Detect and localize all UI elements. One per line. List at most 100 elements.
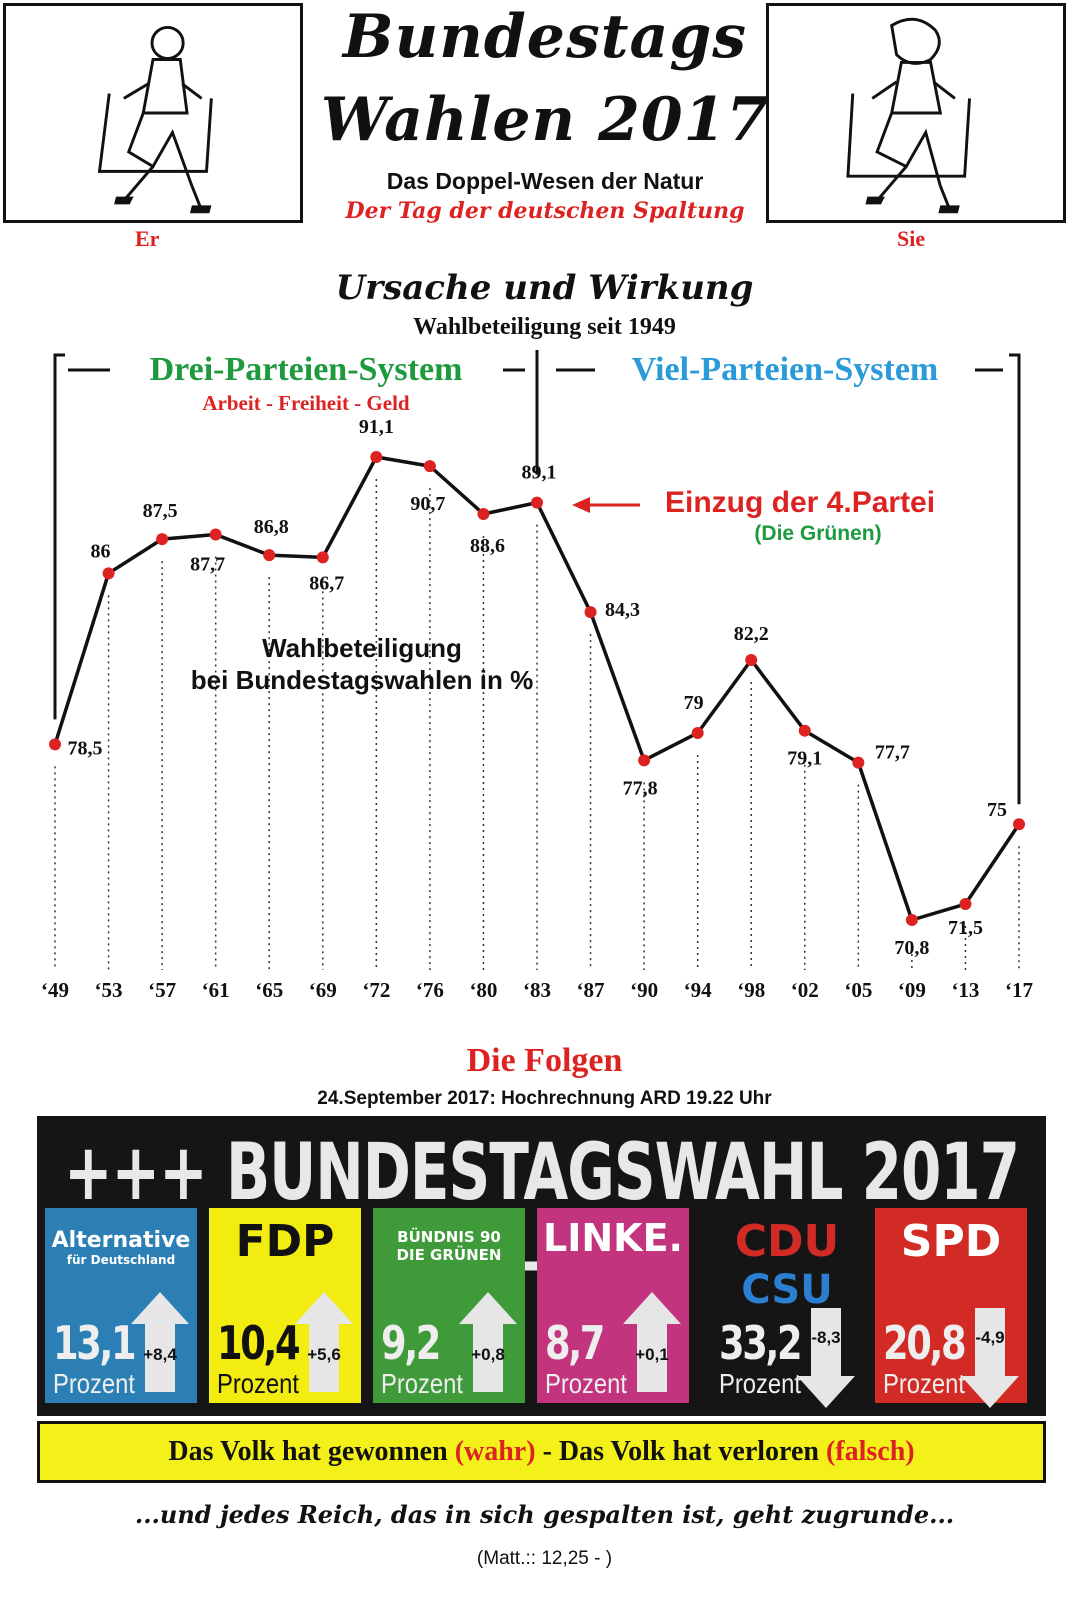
data-label: 88,6 (470, 535, 505, 557)
party-percent: 33,2 (719, 1316, 803, 1370)
data-point (691, 726, 704, 739)
party-card: FDP +5,6 10,4 Prozent (209, 1208, 361, 1403)
party-unit: Prozent (381, 1368, 464, 1399)
party-subname: DIE GRÜNEN (396, 1246, 502, 1264)
x-tick-label: ‘90 (630, 978, 658, 1002)
period-left-label: Drei-Parteien-System (150, 351, 463, 388)
data-label: 77,7 (875, 742, 910, 764)
x-tick-label: ‘98 (737, 978, 765, 1002)
party-logo: BÜNDNIS 90 DIE GRÜNEN (373, 1216, 525, 1296)
x-tick-label: ‘02 (791, 978, 819, 1002)
data-point (852, 756, 865, 769)
ylabel-line2: bei Bundestagswahlen in % (191, 665, 533, 695)
party-card: Alternative für Deutschland +8,4 13,1 Prozen… (45, 1208, 197, 1403)
x-tick-label: ‘87 (577, 978, 605, 1002)
x-tick-label: ‘80 (469, 978, 497, 1002)
data-label: 87,7 (190, 554, 225, 576)
x-tick-label: ‘05 (844, 978, 872, 1002)
party-delta: -8,3 (811, 1328, 841, 1347)
data-label: 79,1 (787, 748, 822, 770)
party-logo: LINKE. (537, 1216, 689, 1296)
x-tick-label: ‘09 (898, 978, 926, 1002)
verdict-box: Das Volk hat gewonnen (wahr) - Das Volk … (37, 1421, 1046, 1483)
party-unit: Prozent (217, 1368, 300, 1399)
data-label: 77,8 (623, 777, 658, 799)
results-subheading: 24.September 2017: Hochrechnung ARD 19.2… (317, 1088, 772, 1109)
data-label: 84,3 (605, 599, 640, 621)
period-left-sub: Arbeit - Freiheit - Geld (202, 391, 410, 415)
data-label: 86 (91, 540, 111, 562)
data-point (638, 754, 651, 767)
data-point (370, 451, 383, 463)
section-subheading: Wahlbeteiligung seit 1949 (413, 314, 676, 340)
data-label: 86,8 (254, 516, 289, 538)
party-logo: FDP (209, 1216, 361, 1296)
data-label: 87,5 (143, 500, 178, 522)
data-point (798, 724, 811, 737)
data-point (102, 567, 115, 580)
data-point (263, 549, 276, 562)
verdict-wahr: (wahr) (454, 1436, 536, 1467)
party-delta: +0,1 (635, 1345, 669, 1364)
results-banner: +++ BUNDESTAGSWAHL 2017 +++ Alternativef… (37, 1116, 1046, 1416)
arrow-up-icon (131, 1292, 189, 1392)
party-percent: 8,7 (545, 1316, 605, 1370)
party-percent: 13,1 (53, 1316, 137, 1370)
party-percent: 10,4 (217, 1316, 301, 1370)
section-heading: Ursache und Wirkung (335, 268, 754, 308)
bible-reference: (Matt.:: 12,25 - ) (476, 1548, 613, 1569)
x-tick-label: ‘61 (202, 978, 230, 1002)
data-point (745, 653, 758, 666)
seated-woman-drawing (846, 17, 971, 214)
data-label: 70,8 (894, 937, 929, 959)
bible-quote: ...und jedes Reich, das in sich gespalte… (134, 1500, 955, 1529)
party-delta: +5,6 (307, 1345, 341, 1364)
data-label: 90,7 (410, 493, 445, 515)
title-line1: Bundestags (342, 2, 748, 72)
arrow-down-icon (961, 1308, 1019, 1408)
party-logo: CDU CSU (711, 1216, 863, 1313)
party-unit: Prozent (883, 1368, 966, 1399)
party-delta: +8,4 (143, 1345, 177, 1364)
data-label: 75 (987, 799, 1007, 821)
party-percent: 20,8 (883, 1316, 967, 1370)
data-point (156, 533, 169, 546)
annotation-sub: (Die Grünen) (754, 522, 881, 545)
label-er: Er (135, 226, 160, 251)
x-tick-label: ‘13 (951, 978, 979, 1002)
x-tick-label: ‘17 (1005, 978, 1033, 1002)
party-unit: Prozent (545, 1368, 628, 1399)
data-point (477, 508, 490, 521)
seated-man-drawing (97, 25, 213, 214)
arrow-up-icon (623, 1292, 681, 1392)
party-percent: 9,2 (381, 1316, 441, 1370)
data-point (316, 551, 329, 564)
turnout-line-chart: Drei-Parteien-System Arbeit - Freiheit - … (41, 350, 1033, 1002)
results-heading: Die Folgen (466, 1042, 623, 1079)
data-point (209, 528, 222, 541)
label-sie: Sie (897, 226, 926, 251)
data-label: 89,1 (522, 462, 557, 484)
data-point (49, 738, 61, 751)
data-label: 79 (684, 692, 704, 714)
data-label: 86,7 (309, 572, 344, 594)
party-delta: -4,9 (975, 1328, 1005, 1347)
x-tick-label: ‘72 (362, 978, 390, 1002)
portrait-sie (766, 3, 1066, 223)
party-card: SPD -4,9 20,8 Prozent (875, 1208, 1027, 1408)
verdict-falsch: (falsch) (825, 1436, 915, 1467)
x-tick-label: ‘65 (255, 978, 283, 1002)
portrait-er (3, 3, 303, 223)
party-name: SPD (900, 1216, 1002, 1267)
party-card: LINKE. +0,1 8,7 Prozent (537, 1208, 689, 1403)
party-name: LINKE. (543, 1216, 683, 1260)
party-name: Alternative (51, 1228, 191, 1253)
data-point (959, 898, 972, 911)
party-name: BÜNDNIS 90 (397, 1228, 501, 1246)
party-unit: Prozent (53, 1368, 136, 1399)
data-label: 82,2 (734, 623, 769, 645)
party-subname: CSU (741, 1267, 833, 1313)
x-tick-label: ‘49 (41, 978, 69, 1002)
data-point (1013, 818, 1025, 831)
tagline: Der Tag der deutschen Spaltung (345, 198, 745, 224)
